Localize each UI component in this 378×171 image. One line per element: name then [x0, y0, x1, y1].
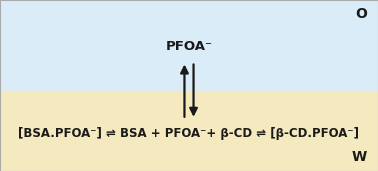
Text: PFOA⁻: PFOA⁻ [166, 40, 212, 53]
Text: W: W [352, 150, 367, 164]
Bar [0, 91, 378, 171]
Bar [0, 0, 378, 91]
Text: [BSA.PFOA⁻] ⇌ BSA + PFOA⁻+ β-CD ⇌ [β-CD.PFOA⁻]: [BSA.PFOA⁻] ⇌ BSA + PFOA⁻+ β-CD ⇌ [β-CD.… [19, 127, 359, 140]
Text: O: O [355, 7, 367, 21]
